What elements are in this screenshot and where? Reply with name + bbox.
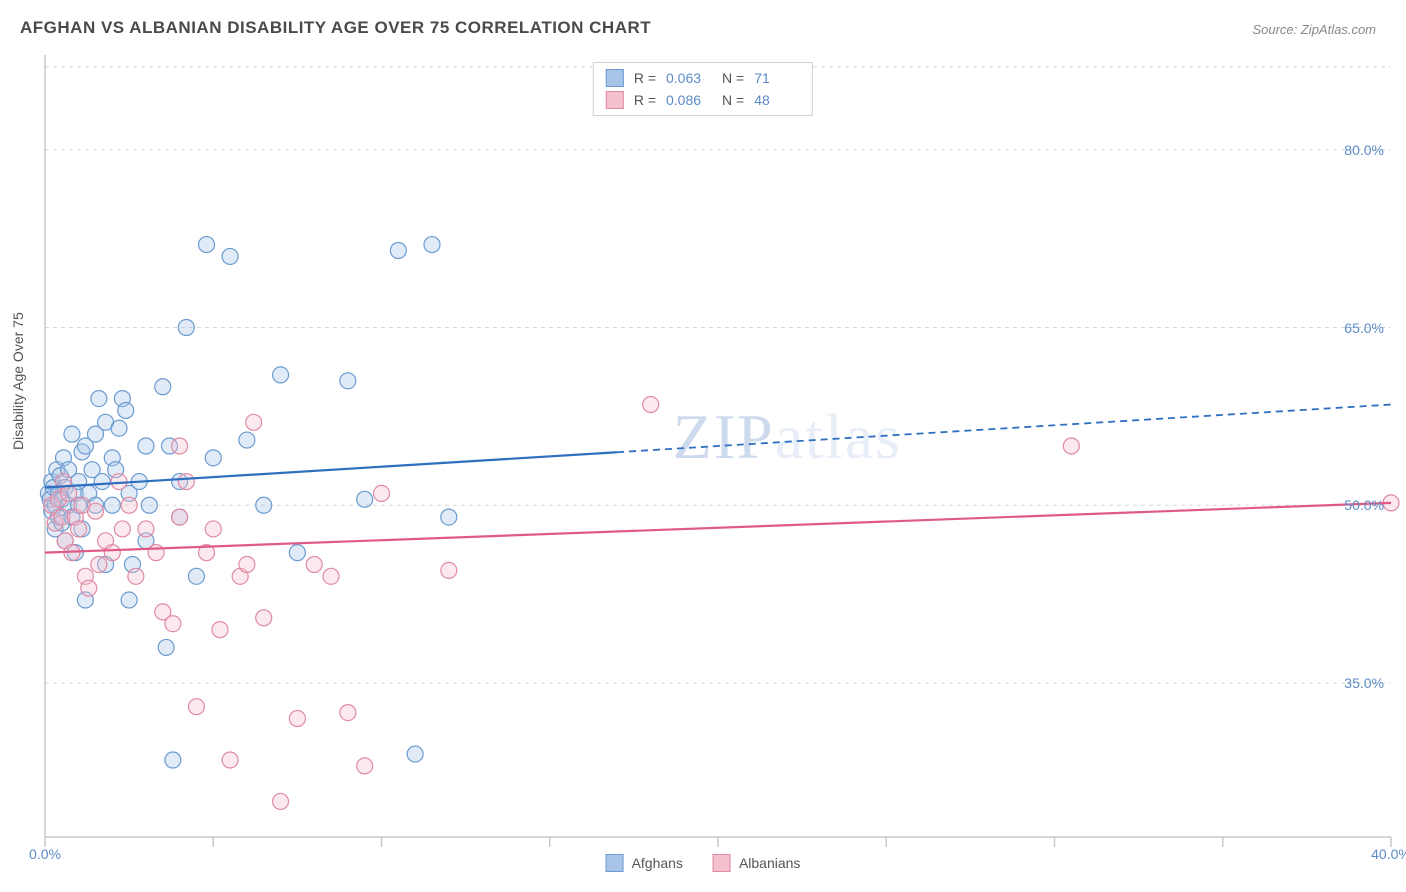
legend-stats: R = 0.063 N = 71 R = 0.086 N = 48	[593, 62, 813, 116]
legend-stat-row: R = 0.086 N = 48	[606, 89, 800, 111]
legend-item: Albanians	[713, 854, 801, 872]
legend-r-value: 0.086	[666, 92, 712, 108]
legend-series: Afghans Albanians	[606, 854, 801, 872]
x-tick-label: 40.0%	[1371, 846, 1406, 862]
legend-n-label: N =	[722, 70, 744, 86]
y-tick-label: 35.0%	[1344, 675, 1384, 691]
legend-n-label: N =	[722, 92, 744, 108]
legend-item: Afghans	[606, 854, 683, 872]
legend-stat-row: R = 0.063 N = 71	[606, 67, 800, 89]
legend-label: Albanians	[739, 855, 801, 871]
legend-swatch	[606, 91, 624, 109]
legend-swatch	[606, 854, 624, 872]
legend-r-label: R =	[634, 70, 656, 86]
scatter-chart	[0, 0, 1406, 892]
legend-n-value: 71	[754, 70, 800, 86]
y-tick-label: 50.0%	[1344, 497, 1384, 513]
y-tick-label: 65.0%	[1344, 320, 1384, 336]
legend-swatch	[713, 854, 731, 872]
x-tick-label: 0.0%	[29, 846, 61, 862]
legend-r-label: R =	[634, 92, 656, 108]
legend-swatch	[606, 69, 624, 87]
legend-r-value: 0.063	[666, 70, 712, 86]
y-tick-label: 80.0%	[1344, 142, 1384, 158]
legend-label: Afghans	[632, 855, 683, 871]
legend-n-value: 48	[754, 92, 800, 108]
